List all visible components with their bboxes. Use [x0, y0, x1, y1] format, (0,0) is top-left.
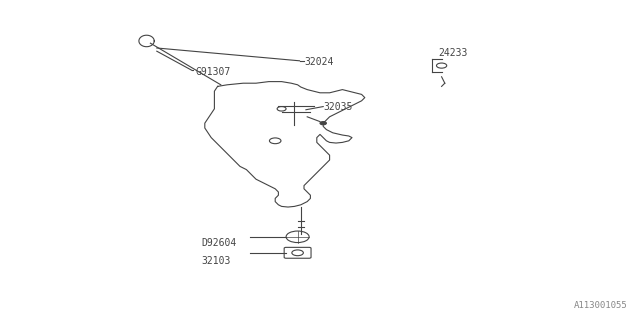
Circle shape: [320, 122, 326, 125]
Text: D92604: D92604: [202, 238, 237, 248]
Text: 32024: 32024: [304, 57, 333, 68]
Text: 24233: 24233: [438, 48, 468, 58]
Text: 32103: 32103: [202, 256, 231, 266]
Text: G91307: G91307: [195, 67, 230, 77]
Text: A113001055: A113001055: [573, 301, 627, 310]
Text: 32035: 32035: [323, 102, 353, 112]
